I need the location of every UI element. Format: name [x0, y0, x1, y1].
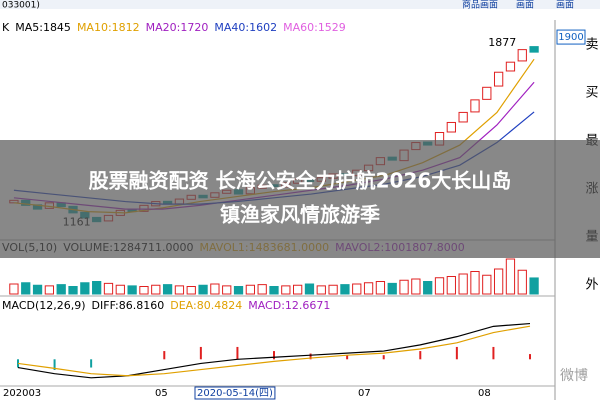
legend-label: MACD(12,26,9)	[2, 299, 86, 312]
volume-bar	[151, 284, 161, 295]
macd-line	[17, 325, 531, 377]
candle	[517, 49, 527, 62]
x-axis-label: 05	[155, 388, 168, 399]
volume-bar	[352, 283, 362, 295]
legend-label: MACD:12.6671	[248, 299, 330, 312]
headline-line: 股票融资配资 长海公安全力护航2026大长山岛	[89, 169, 512, 193]
legend-label: MA10:1812	[77, 21, 140, 34]
legend-label: MA5:1845	[15, 21, 71, 34]
tab[interactable]: 画面	[556, 0, 574, 11]
volume-bar	[233, 286, 244, 295]
volume-bar	[245, 284, 255, 295]
volume-bar	[92, 281, 102, 295]
legend-label: DEA:80.4824	[170, 299, 242, 312]
price-tick-label: 1900	[558, 32, 583, 43]
volume-bar	[328, 284, 338, 295]
volume-bar	[115, 284, 125, 295]
volume-bar	[399, 279, 409, 295]
legend-label: MA60:1529	[283, 21, 346, 34]
headline-line: 镇渔家风情旅游季	[220, 203, 380, 227]
volume-bar	[21, 282, 31, 295]
volume-bar	[293, 284, 303, 295]
volume-bar	[470, 271, 480, 295]
volume-bar	[257, 284, 267, 295]
candle	[458, 111, 468, 123]
volume-bar	[127, 285, 137, 295]
volume-bar	[517, 269, 527, 295]
volume-bar	[281, 285, 291, 295]
x-axis-label: 08	[478, 388, 491, 399]
price-annotation: 1877	[488, 36, 516, 49]
candle	[446, 121, 456, 133]
volume-bar	[493, 268, 504, 295]
legend-label: K	[2, 21, 10, 34]
volume-bar	[363, 282, 374, 295]
x-axis-label: 202003	[3, 388, 41, 399]
volume-bar	[174, 285, 185, 295]
x-axis-label: 07	[358, 388, 371, 399]
volume-bar	[482, 274, 492, 295]
watermark: 微博	[560, 367, 588, 384]
headline-band	[0, 140, 600, 258]
legend-label: MA20:1720	[146, 21, 209, 34]
macd-line	[17, 322, 531, 379]
volume-bar	[56, 284, 66, 295]
x-axis-label: 2020-05-14(四)	[197, 388, 273, 399]
volume-bar	[210, 283, 220, 295]
volume-bar	[68, 286, 78, 295]
price-tick-box	[556, 29, 586, 45]
candle	[493, 71, 504, 87]
volume-bar	[9, 283, 19, 295]
volume-bar	[340, 284, 350, 295]
volume-bar	[505, 258, 516, 295]
volume-bar	[269, 286, 279, 295]
candle	[482, 86, 492, 100]
volume-bar	[375, 281, 386, 295]
candle	[505, 61, 516, 72]
sidebar-label: 买	[585, 86, 598, 101]
stock-code: 033001)	[2, 1, 40, 11]
volume-bar	[139, 286, 149, 295]
volume-bar	[434, 277, 445, 295]
sidebar-label: 外	[585, 278, 598, 293]
volume-bar	[304, 283, 315, 295]
sidebar-label: 卖	[585, 38, 598, 53]
tab[interactable]: 商品画面	[462, 0, 498, 11]
volume-bar	[103, 282, 114, 295]
volume-bar	[186, 286, 196, 295]
volume-bar	[316, 285, 326, 295]
volume-bar	[80, 282, 90, 295]
volume-bar	[529, 277, 539, 295]
tab[interactable]: 画面	[516, 0, 534, 11]
volume-bar	[446, 276, 456, 295]
volume-bar	[458, 273, 468, 295]
volume-bar	[162, 284, 173, 295]
candle	[470, 99, 480, 113]
date-box	[194, 386, 276, 400]
volume-bar	[32, 284, 43, 295]
legend-label: MA40:1602	[214, 21, 277, 34]
top-bar	[0, 0, 600, 9]
volume-bar	[198, 284, 208, 295]
volume-bar	[411, 278, 421, 295]
volume-bar	[222, 285, 232, 295]
volume-bar	[423, 281, 433, 295]
volume-bar	[387, 282, 397, 295]
volume-bar	[44, 285, 55, 295]
candle	[529, 46, 539, 53]
legend-label: DIFF:86.8160	[92, 299, 165, 312]
